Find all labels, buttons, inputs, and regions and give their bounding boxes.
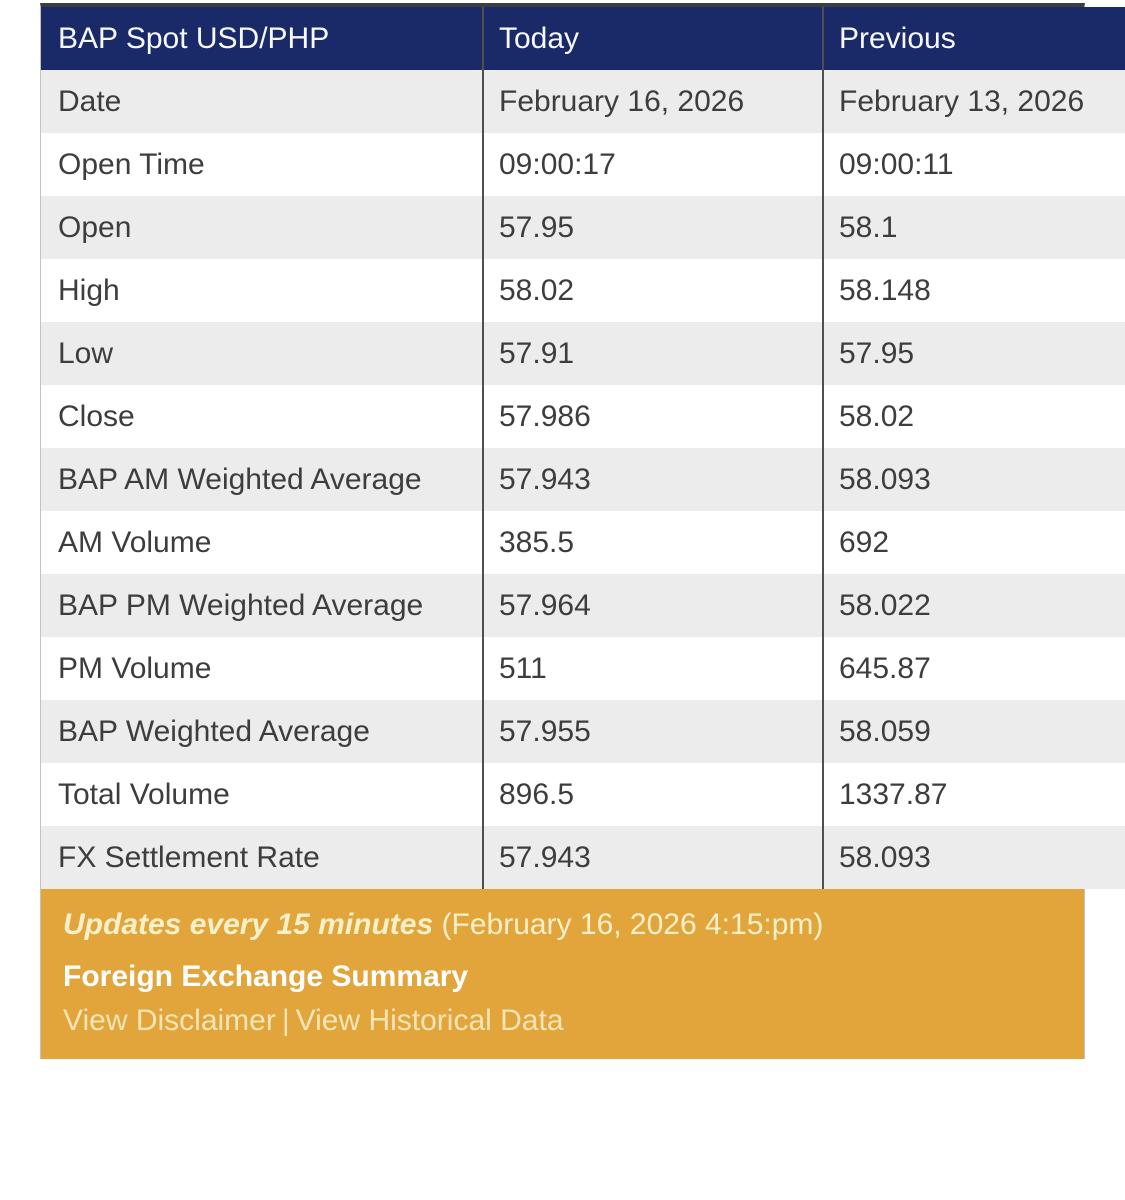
updates-frequency-note: Updates every 15 minutes bbox=[63, 908, 434, 941]
footer-bar: Updates every 15 minutes (February 16, 2… bbox=[41, 889, 1084, 1059]
cell-label: Close bbox=[58, 400, 135, 433]
cell-today: 896.5 bbox=[482, 763, 823, 826]
cell-label: FX Settlement Rate bbox=[58, 841, 320, 874]
table-row: Total Volume 896.5 1337.87 bbox=[41, 763, 1125, 826]
cell-previous: 692 bbox=[822, 511, 1125, 574]
cell-today: 57.943 bbox=[482, 826, 823, 889]
cell-label: PM Volume bbox=[58, 652, 212, 685]
cell-previous: 58.1 bbox=[822, 196, 1125, 259]
cell-previous: 58.022 bbox=[822, 574, 1125, 637]
cell-label: Open Time bbox=[58, 148, 205, 181]
cell-today: 57.986 bbox=[482, 385, 823, 448]
view-disclaimer-link[interactable]: View Disclaimer bbox=[63, 1004, 276, 1037]
table-row: PM Volume 511 645.87 bbox=[41, 637, 1125, 700]
table-row: FX Settlement Rate 57.943 58.093 bbox=[41, 826, 1125, 889]
table-row: Open Time 09:00:17 09:00:11 bbox=[41, 133, 1125, 196]
column-header-previous: Previous bbox=[822, 7, 1125, 70]
cell-label: Date bbox=[58, 85, 122, 118]
link-separator: | bbox=[281, 1004, 290, 1037]
table-row: Date February 16, 2026 February 13, 2026 bbox=[41, 70, 1125, 133]
view-historical-data-link[interactable]: View Historical Data bbox=[295, 1004, 564, 1037]
cell-previous: 58.059 bbox=[822, 700, 1125, 763]
cell-today: February 16, 2026 bbox=[482, 70, 823, 133]
fx-widget: BAP Spot USD/PHP Today Previous Date Febr… bbox=[40, 3, 1125, 1059]
cell-label: BAP PM Weighted Average bbox=[58, 589, 424, 622]
summary-title-line: Foreign Exchange Summary bbox=[63, 955, 1064, 999]
fx-rate-table: BAP Spot USD/PHP Today Previous Date Febr… bbox=[41, 7, 1125, 889]
table-title-cell: BAP Spot USD/PHP bbox=[41, 7, 483, 70]
cell-today: 385.5 bbox=[482, 511, 823, 574]
cell-previous: 58.093 bbox=[822, 826, 1125, 889]
cell-label: High bbox=[58, 274, 120, 307]
cell-label: BAP Weighted Average bbox=[58, 715, 370, 748]
update-info-line: Updates every 15 minutes (February 16, 2… bbox=[63, 903, 1064, 947]
table-row: BAP PM Weighted Average 57.964 58.022 bbox=[41, 574, 1125, 637]
cell-previous: 645.87 bbox=[822, 637, 1125, 700]
table-row: Open 57.95 58.1 bbox=[41, 196, 1125, 259]
table-header-row: BAP Spot USD/PHP Today Previous bbox=[41, 7, 1125, 70]
cell-today: 511 bbox=[482, 637, 823, 700]
table-row: AM Volume 385.5 692 bbox=[41, 511, 1125, 574]
cell-label: AM Volume bbox=[58, 526, 212, 559]
fx-table-body: Date February 16, 2026 February 13, 2026 Op… bbox=[41, 70, 1125, 889]
table-row: Close 57.986 58.02 bbox=[41, 385, 1125, 448]
cell-previous: 58.148 bbox=[822, 259, 1125, 322]
cell-previous: February 13, 2026 bbox=[822, 70, 1125, 133]
footer-links-line: View Disclaimer | View Historical Data bbox=[63, 999, 1064, 1043]
foreign-exchange-summary-link[interactable]: Foreign Exchange Summary bbox=[63, 960, 469, 993]
cell-today: 09:00:17 bbox=[482, 133, 823, 196]
last-updated-timestamp: (February 16, 2026 4:15:pm) bbox=[441, 908, 824, 941]
table-row: Low 57.91 57.95 bbox=[41, 322, 1125, 385]
cell-previous: 58.02 bbox=[822, 385, 1125, 448]
cell-today: 58.02 bbox=[482, 259, 823, 322]
cell-today: 57.943 bbox=[482, 448, 823, 511]
cell-today: 57.95 bbox=[482, 196, 823, 259]
cell-label: Total Volume bbox=[58, 778, 230, 811]
cell-previous: 57.95 bbox=[822, 322, 1125, 385]
cell-previous: 1337.87 bbox=[822, 763, 1125, 826]
table-row: BAP AM Weighted Average 57.943 58.093 bbox=[41, 448, 1125, 511]
cell-today: 57.964 bbox=[482, 574, 823, 637]
table-row: High 58.02 58.148 bbox=[41, 259, 1125, 322]
cell-today: 57.91 bbox=[482, 322, 823, 385]
cell-label: Low bbox=[58, 337, 114, 370]
cell-label: Open bbox=[58, 211, 132, 244]
table-row: BAP Weighted Average 57.955 58.059 bbox=[41, 700, 1125, 763]
cell-label: BAP AM Weighted Average bbox=[58, 463, 422, 496]
cell-today: 57.955 bbox=[482, 700, 823, 763]
column-header-today: Today bbox=[482, 7, 823, 70]
cell-previous: 09:00:11 bbox=[822, 133, 1125, 196]
cell-previous: 58.093 bbox=[822, 448, 1125, 511]
